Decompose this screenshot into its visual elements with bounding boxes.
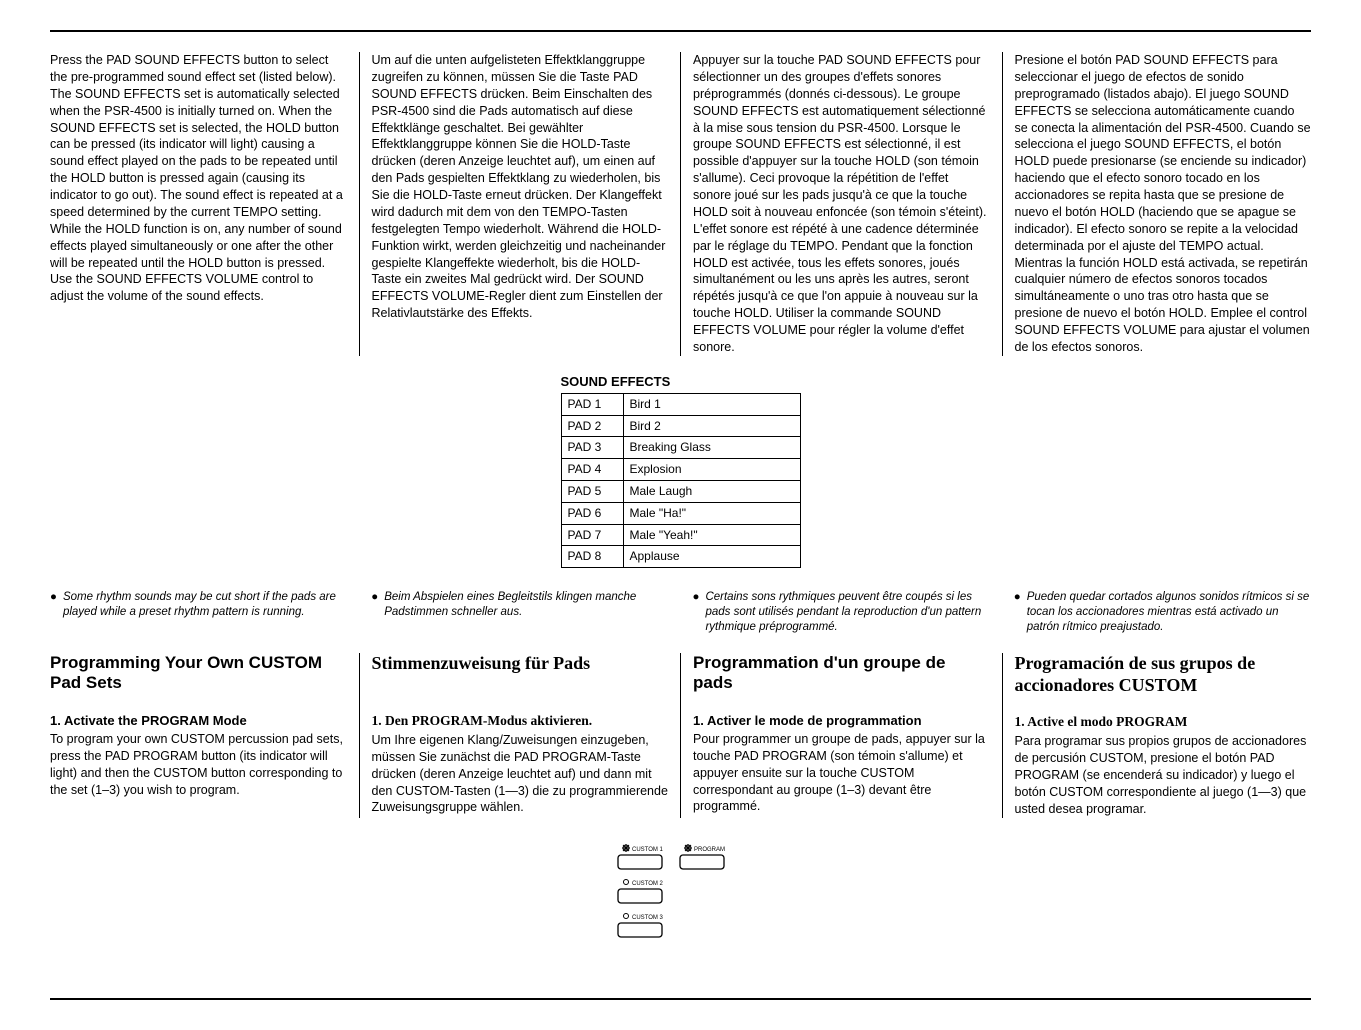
diagram-label: CUSTOM 3 [632, 915, 664, 921]
section-heading: Programación de sus grupos de accionador… [1015, 653, 1312, 696]
note-text: Beim Abspielen eines Begleitstils klinge… [384, 590, 668, 635]
section-heading: Programming Your Own CUSTOM Pad Sets [50, 653, 347, 695]
bullet-icon: ● [1014, 590, 1021, 635]
headings-row: Programming Your Own CUSTOM Pad Sets 1. … [50, 653, 1311, 818]
table-row: PAD 1Bird 1 [561, 393, 800, 415]
table-cell: Applause [623, 546, 800, 568]
col-en: Press the PAD SOUND EFFECTS button to se… [50, 52, 359, 356]
sound-effects-table: PAD 1Bird 1PAD 2Bird 2PAD 3Breaking Glas… [561, 393, 801, 568]
table-row: PAD 3Breaking Glass [561, 437, 800, 459]
diagram-label: CUSTOM 1 [632, 847, 664, 853]
table-cell: Bird 2 [623, 415, 800, 437]
diagram-label: PROGRAM [694, 847, 725, 853]
step-heading: 1. Active el modo PROGRAM [1015, 714, 1312, 730]
table-cell: Explosion [623, 459, 800, 481]
table-row: PAD 6Male "Ha!" [561, 502, 800, 524]
heading-fr: Programmation d'un groupe de pads 1. Act… [680, 653, 1002, 818]
col-fr: Appuyer sur la touche PAD SOUND EFFECTS … [680, 52, 1002, 356]
note-fr: ● Certains sons rythmiques peuvent être … [681, 590, 1002, 635]
heading-en: Programming Your Own CUSTOM Pad Sets 1. … [50, 653, 359, 818]
manual-page: Press the PAD SOUND EFFECTS button to se… [50, 30, 1311, 1000]
step-body: Um Ihre eigenen Klang/Zuweisungen einzug… [372, 732, 669, 816]
step-body: Para programar sus propios grupos de acc… [1015, 733, 1312, 817]
table-row: PAD 7Male "Yeah!" [561, 524, 800, 546]
section-heading: Programmation d'un groupe de pads [693, 653, 990, 695]
step-heading: 1. Activer le mode de programmation [693, 713, 990, 728]
col-es: Presione el botón PAD SOUND EFFECTS para… [1002, 52, 1312, 356]
table-cell: PAD 7 [561, 524, 623, 546]
note-en: ● Some rhythm sounds may be cut short if… [50, 590, 359, 635]
bullet-icon: ● [50, 590, 57, 635]
sound-effects-table-wrap: SOUND EFFECTS PAD 1Bird 1PAD 2Bird 2PAD … [561, 374, 801, 568]
col-de: Um auf die unten aufgelisteten Effektkla… [359, 52, 681, 356]
table-cell: Bird 1 [623, 393, 800, 415]
table-cell: PAD 8 [561, 546, 623, 568]
heading-es: Programación de sus grupos de accionador… [1002, 653, 1312, 818]
bullet-icon: ● [693, 590, 700, 635]
notes-row: ● Some rhythm sounds may be cut short if… [50, 590, 1311, 635]
table-row: PAD 5Male Laugh [561, 480, 800, 502]
table-cell: PAD 5 [561, 480, 623, 502]
table-cell: PAD 3 [561, 437, 623, 459]
table-cell: Male "Yeah!" [623, 524, 800, 546]
table-cell: PAD 4 [561, 459, 623, 481]
step-body: Pour programmer un groupe de pads, appuy… [693, 731, 990, 815]
table-cell: PAD 6 [561, 502, 623, 524]
table-row: PAD 2Bird 2 [561, 415, 800, 437]
table-row: PAD 8Applause [561, 546, 800, 568]
table-row: PAD 4Explosion [561, 459, 800, 481]
note-de: ● Beim Abspielen eines Begleitstils klin… [359, 590, 680, 635]
table-cell: PAD 1 [561, 393, 623, 415]
top-paragraph-row: Press the PAD SOUND EFFECTS button to se… [50, 52, 1311, 356]
diagram-label: CUSTOM 2 [632, 881, 664, 887]
table-cell: Male Laugh [623, 480, 800, 502]
bullet-icon: ● [371, 590, 378, 635]
table-cell: Male "Ha!" [623, 502, 800, 524]
button-diagram: CUSTOM 1 PROGRAM CUSTOM 2 [50, 838, 1311, 938]
heading-de: Stimmenzuweisung für Pads 1. Den PROGRAM… [359, 653, 681, 818]
table-cell: Breaking Glass [623, 437, 800, 459]
table-title: SOUND EFFECTS [561, 374, 801, 389]
note-es: ● Pueden quedar cortados algunos sonidos… [1002, 590, 1311, 635]
table-cell: PAD 2 [561, 415, 623, 437]
step-body: To program your own CUSTOM percussion pa… [50, 731, 347, 799]
section-heading: Stimmenzuweisung für Pads [372, 653, 669, 695]
step-heading: 1. Den PROGRAM-Modus aktivieren. [372, 713, 669, 729]
note-text: Pueden quedar cortados algunos sonidos r… [1027, 590, 1311, 635]
note-text: Certains sons rythmiques peuvent être co… [705, 590, 989, 635]
step-heading: 1. Activate the PROGRAM Mode [50, 713, 347, 728]
note-text: Some rhythm sounds may be cut short if t… [63, 590, 347, 635]
